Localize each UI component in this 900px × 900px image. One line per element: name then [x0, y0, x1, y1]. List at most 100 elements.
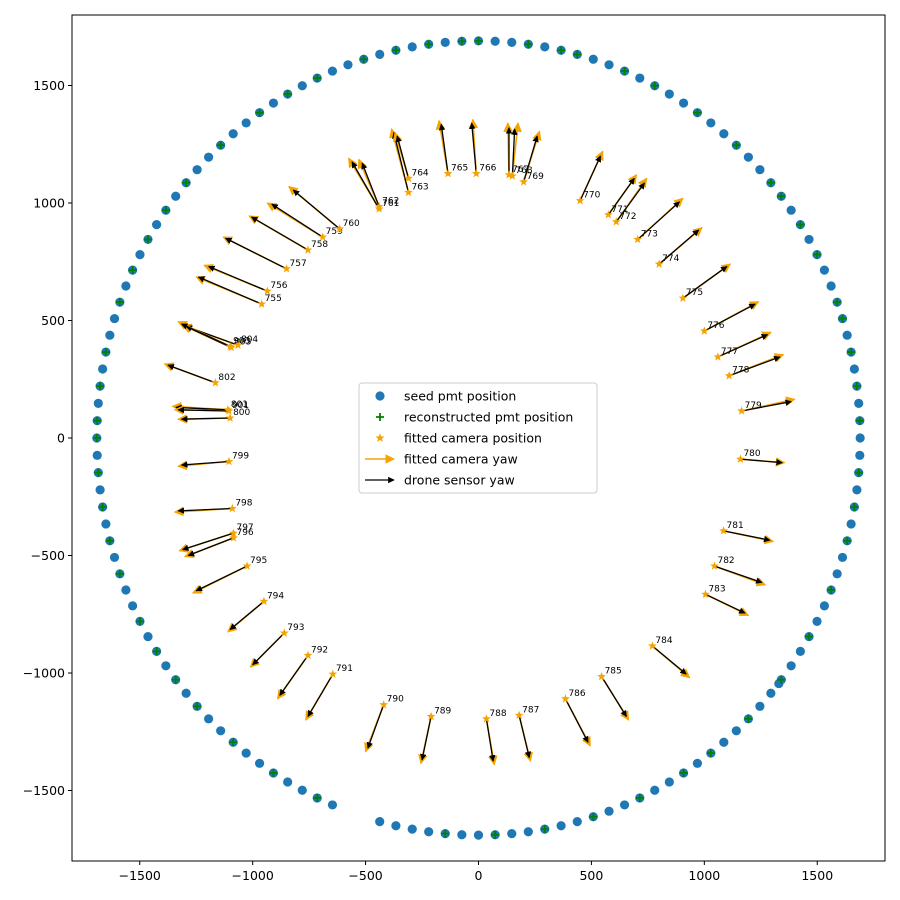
reconstructed-pmt-point: [182, 178, 191, 187]
camera-position-star: [710, 561, 719, 570]
seed-pmt-point: [523, 827, 533, 837]
camera-position-star: [737, 406, 746, 415]
sensor-yaw-arrow: [252, 632, 285, 666]
reconstructed-pmt-point: [557, 46, 566, 55]
seed-pmt-point: [95, 485, 105, 495]
reconstructed-pmt-point: [94, 468, 103, 477]
seed-pmt-point: [98, 364, 108, 374]
camera-position-star: [654, 259, 664, 268]
camera-position-star: [233, 340, 243, 349]
camera-id-label: 755: [265, 294, 282, 304]
reconstructed-pmt-point: [229, 738, 238, 747]
seed-pmt-point: [846, 519, 856, 529]
seed-pmt-point: [121, 281, 131, 291]
camera-id-label: 771: [611, 205, 628, 215]
sensor-yaw-arrow: [615, 182, 646, 223]
reconstructed-pmt-point: [852, 382, 861, 391]
reconstructed-pmt-point: [115, 569, 124, 578]
camera-position-star: [699, 326, 709, 335]
sensor-yaw-arrow: [705, 593, 746, 614]
camera-position-star: [318, 232, 328, 241]
reconstructed-pmt-point: [855, 416, 864, 425]
y-tick-label: 0: [57, 431, 65, 446]
legend-box: [358, 382, 598, 494]
camera-position-star: [678, 293, 688, 302]
seed-pmt-point: [842, 330, 852, 340]
sensor-yaw-arrow: [195, 565, 248, 592]
seed-pmt-point: [128, 601, 138, 611]
reconstructed-pmt-point: [193, 702, 202, 711]
camera-position-star: [211, 378, 220, 387]
reconstructed-pmt-point: [813, 250, 822, 259]
seed-pmt-point: [678, 98, 689, 108]
camera-id-label: 790: [387, 695, 404, 705]
sensor-yaw-arrow: [177, 406, 229, 414]
seed-pmt-point: [228, 129, 238, 139]
seed-pmt-point: [786, 205, 796, 215]
camera-id-label: 804: [241, 335, 258, 345]
camera-position-star: [227, 503, 237, 513]
y-axis: −1500 −1000 −500 0 500 1000 1500: [23, 78, 72, 798]
seed-pmt-point: [635, 73, 645, 83]
sensor-yaw-arrow: [741, 399, 792, 412]
camera-id-label: 787: [522, 705, 539, 715]
camera-position-star: [379, 700, 389, 709]
sensor-yaw-arrow: [361, 162, 380, 207]
camera-id-label: 903: [233, 336, 250, 346]
seed-pmt-point: [391, 821, 401, 831]
reconstructed-pmt-point: [255, 108, 264, 117]
seed-pmt-point: [719, 129, 729, 139]
seed-pmt-point: [819, 265, 829, 275]
camera-position-star: [504, 170, 514, 179]
reconstructed-pmt-legend-marker: [376, 413, 384, 421]
seed-pmt-point: [473, 830, 484, 840]
sensor-yaw-arrow: [579, 155, 602, 201]
seed-pmt-point: [832, 569, 842, 579]
camera-id-label: 794: [267, 591, 284, 601]
camera-id-label: 767: [512, 165, 529, 175]
camera-position-star: [223, 405, 233, 414]
reconstructed-pmt-point: [93, 416, 102, 425]
seed-pmt-point: [375, 817, 385, 827]
camera-id-label: 901: [232, 401, 249, 411]
camera-id-label: 786: [568, 689, 585, 699]
camera-id-label: 797: [236, 523, 253, 533]
reconstructed-pmt-point: [766, 178, 775, 187]
sensor-yaw-arrow: [180, 415, 231, 423]
camera-id-label: 762: [382, 197, 399, 207]
seed-pmt-point: [507, 37, 517, 47]
y-tick-label: 500: [41, 313, 65, 328]
reconstructed-pmt-point: [805, 632, 814, 641]
sensor-yaw-arrow: [180, 323, 231, 347]
seed-pmt-point: [135, 250, 145, 260]
reconstructed-pmt-point: [540, 825, 549, 834]
camera-id-label: 777: [721, 347, 738, 357]
sensor-yaw-arrow: [728, 355, 781, 377]
x-tick-label: 500: [579, 868, 603, 883]
reconstructed-pmt-point: [359, 55, 368, 64]
seed-pmt-point: [540, 42, 550, 52]
camera-position-star: [328, 669, 338, 678]
camera-position-star: [713, 352, 723, 361]
seed-pmt-point: [143, 631, 153, 642]
camera-id-label: 800: [233, 408, 250, 418]
camera-id-label: 757: [290, 259, 307, 269]
reconstructed-pmt-point: [269, 768, 278, 777]
camera-id-label: 795: [250, 556, 267, 566]
seed-pmt-point: [604, 806, 614, 816]
sensor-yaw-arrow: [651, 645, 687, 675]
seed-pmt-point: [731, 726, 741, 736]
legend-label: seed pmt position: [404, 389, 516, 404]
camera-position-star: [561, 694, 570, 703]
camera-id-label: 769: [527, 172, 544, 182]
sensor-yaw-arrow: [197, 276, 262, 305]
seed-pmt-point: [254, 758, 265, 768]
reconstructed-pmt-point: [833, 298, 842, 307]
camera-position-star: [374, 201, 384, 211]
camera-position-star: [335, 224, 344, 233]
camera-id-label: 779: [745, 401, 762, 411]
legend-label: fitted camera yaw: [404, 452, 518, 467]
seed-pmt-point: [171, 191, 181, 201]
camera-id-label: 773: [641, 229, 658, 239]
